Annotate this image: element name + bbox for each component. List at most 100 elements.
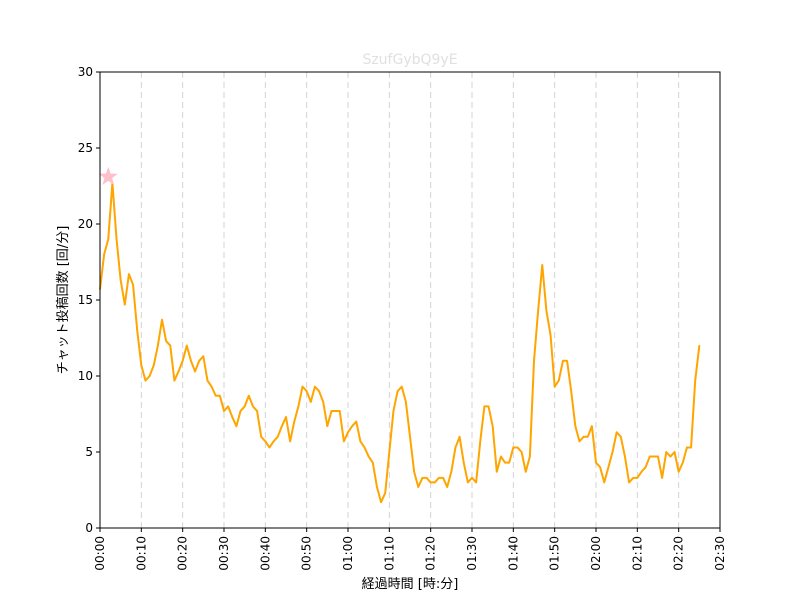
data-point [458,436,461,438]
data-point [545,309,548,312]
x-tick-label: 00:10 [134,536,148,571]
x-tick-label: 00:00 [93,536,107,571]
y-tick-label: 20 [78,217,93,231]
data-point [223,410,225,412]
data-point [305,390,308,393]
data-point [409,436,411,438]
data-point [165,340,167,342]
data-point [677,470,680,473]
data-point [636,477,639,479]
data-point [566,360,568,362]
data-point [276,436,279,438]
data-point [661,477,663,479]
x-tick-label: 00:40 [258,536,272,571]
data-point [694,379,696,382]
y-axis-label: チャット投稿回数 [回/分] [55,226,71,375]
data-point [669,455,672,458]
x-tick-label: 02:30 [713,536,727,571]
data-point [586,436,589,438]
data-point [132,284,134,286]
x-tick-label: 00:20 [176,536,190,571]
data-point [442,477,444,479]
data-point [235,425,238,427]
chart-title: SzufGybQ9yE [362,52,457,68]
data-point [553,385,556,388]
data-point [140,364,143,367]
data-point [289,440,291,443]
x-tick-label: 00:50 [300,536,314,571]
data-point [524,470,527,473]
data-point [516,446,519,449]
data-point [343,440,345,443]
data-point [529,455,531,458]
data-point [396,390,399,393]
data-point [206,379,209,382]
y-tick-label: 0 [85,521,93,535]
data-point [471,477,473,479]
data-point [392,410,395,412]
data-point [421,477,424,479]
data-point [115,238,118,240]
data-point [272,440,275,443]
y-axis: 0 5 10 15 20 25 30 [78,65,100,535]
data-point [128,273,130,275]
data-point [632,477,634,479]
x-tick-label: 01:50 [548,536,562,571]
x-tick-label: 01:20 [424,536,438,571]
data-point [351,425,353,427]
data-point [322,401,325,403]
data-point [673,451,676,453]
data-point [301,385,304,388]
data-point [537,309,539,312]
data-point [119,279,122,282]
data-point [438,477,440,479]
data-point [169,344,172,347]
data-point [653,455,655,458]
x-tick-label: 01:10 [382,536,396,571]
data-point [281,425,283,427]
data-point [640,470,643,473]
data-point [574,425,577,427]
data-point [686,446,688,449]
data-point [376,486,378,488]
x-axis-label: 経過時間 [時:分] [362,577,459,592]
data-point [181,360,184,362]
data-point [698,344,701,347]
data-point [504,461,506,464]
x-tick-label: 01:40 [506,536,520,571]
data-point [450,470,453,473]
data-point [429,481,432,484]
x-tick-label: 01:30 [465,536,479,571]
data-point [425,477,428,479]
y-tick-label: 5 [85,445,93,459]
data-point [434,481,436,484]
data-point [293,420,296,423]
data-point [157,344,159,347]
data-point [648,455,651,458]
data-point [186,344,188,347]
data-point [607,466,610,469]
plot-frame [99,71,721,529]
data-point [520,451,523,453]
data-point [380,501,382,503]
data-point [388,451,391,453]
data-point [624,455,626,458]
data-point [161,318,163,321]
data-point [570,390,572,393]
y-tick-label: 15 [78,293,93,307]
data-point [620,436,622,438]
data-point [248,394,250,397]
data-point [496,470,498,473]
x-tick-label: 02:20 [672,536,686,571]
data-point [413,470,415,473]
x-axis: 00:00 00:10 00:20 00:30 00:40 00:50 01:00 01:10… [93,528,727,571]
data-point [264,440,267,443]
x-tick-label: 00:30 [217,536,231,571]
data-point [690,446,692,449]
data-point [252,405,254,408]
data-point [479,440,482,443]
data-point [152,364,155,367]
data-point [148,375,151,377]
data-point [595,461,597,464]
